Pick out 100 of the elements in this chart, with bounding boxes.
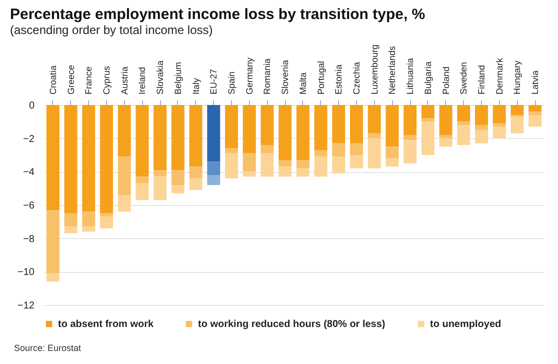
bar (207, 162, 220, 175)
bar (82, 212, 96, 227)
bar (260, 105, 274, 145)
bar (332, 143, 346, 157)
legend-label: to absent from work (58, 319, 154, 330)
bar (118, 156, 131, 195)
y-tick-label: −6 (23, 200, 35, 212)
bar (350, 155, 363, 168)
y-tick-label: −8 (23, 234, 35, 245)
bar (314, 150, 328, 157)
bar (189, 105, 202, 167)
legend-label: to working reduced hours (80% or less) (198, 319, 386, 330)
bar (171, 170, 184, 185)
legend-label: to unemployed (430, 319, 502, 330)
bar (475, 130, 488, 144)
x-tick-label: Croatia (48, 65, 58, 94)
bar (154, 105, 167, 170)
bar (350, 105, 363, 144)
bar (332, 156, 346, 174)
bar (46, 273, 60, 282)
bar (314, 156, 328, 177)
bar (64, 105, 78, 214)
bar (225, 105, 238, 148)
x-tick-label: Austria (119, 66, 130, 94)
x-tick-label: Lithuania (405, 58, 416, 94)
bar (171, 185, 184, 194)
y-tick-label: 0 (28, 100, 35, 112)
bar (457, 122, 470, 125)
bar (136, 183, 149, 200)
bar (82, 105, 96, 212)
bar (154, 170, 167, 177)
bar (457, 125, 470, 145)
x-tick-label: Germany (244, 56, 254, 94)
x-tick-label: Slovakia (155, 60, 166, 94)
bar (296, 105, 310, 160)
chart-subtitle: (ascending order by total income loss) (10, 22, 213, 37)
bar (314, 105, 328, 150)
bar (136, 176, 149, 184)
bar (475, 105, 488, 125)
bar (225, 148, 238, 154)
bar (118, 195, 131, 212)
bar (46, 210, 60, 274)
x-tick-label: Portugal (316, 60, 326, 94)
bar (492, 123, 506, 127)
bar (225, 153, 238, 178)
bar (207, 175, 220, 185)
bar (207, 105, 220, 162)
bar (528, 105, 542, 112)
x-tick-label: Ireland (137, 66, 148, 94)
bar (260, 145, 274, 154)
bar (475, 125, 488, 130)
bar (439, 105, 452, 135)
bar (100, 216, 113, 228)
bar (171, 105, 184, 170)
bar (118, 105, 131, 157)
x-tick-label: Estonia (334, 64, 344, 94)
bar (100, 105, 113, 214)
x-tick-label: Bulgaria (422, 61, 433, 94)
x-tick-label: Czechia (352, 62, 362, 94)
bar (439, 138, 452, 147)
x-tick-label: Malta (298, 72, 308, 94)
bar (528, 112, 542, 115)
bar (296, 168, 310, 177)
bar (278, 160, 292, 167)
bar (421, 122, 434, 155)
x-tick-label: Cyprus (102, 65, 112, 94)
bar (457, 105, 470, 122)
bar (368, 105, 381, 134)
bar (136, 105, 149, 177)
x-tick-label: Latvia (530, 70, 540, 94)
y-tick-label: −10 (18, 267, 35, 278)
bar (332, 105, 346, 144)
bar (510, 116, 524, 134)
bar (189, 166, 202, 178)
bar (421, 118, 434, 122)
x-tick-label: Finland (476, 64, 486, 94)
bar (350, 143, 363, 155)
x-tick-label: Sweden (458, 62, 469, 94)
bar (528, 115, 542, 127)
bar (404, 105, 417, 135)
bar (260, 153, 274, 177)
bar (492, 105, 506, 124)
bar (189, 178, 202, 190)
bar (296, 160, 310, 168)
bar (46, 105, 60, 210)
y-tick-label: −2 (23, 134, 35, 145)
bar (82, 226, 96, 232)
bar (510, 105, 524, 115)
bar (404, 135, 417, 140)
bar (492, 126, 506, 138)
x-tick-label: Romania (262, 58, 272, 94)
bar (242, 105, 256, 154)
bar (368, 133, 381, 138)
bar (242, 172, 256, 177)
x-tick-label: France (84, 66, 94, 94)
bar (439, 135, 452, 138)
x-tick-label: Spain (226, 71, 236, 94)
x-tick-label: Greece (66, 64, 76, 94)
bar (278, 105, 292, 160)
x-tick-label: Netherlands (387, 45, 398, 94)
